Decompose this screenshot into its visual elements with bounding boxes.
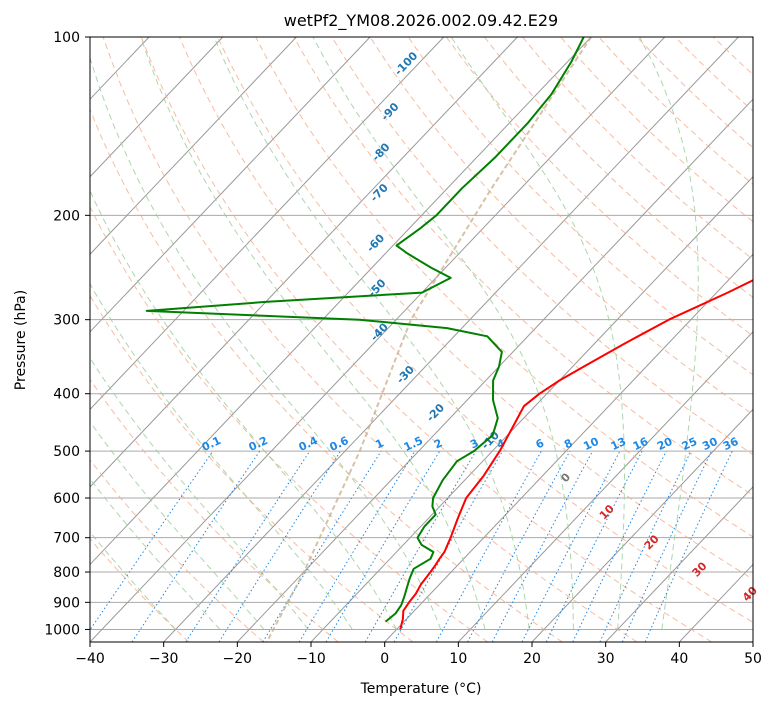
- isotherm-line: [457, 331, 753, 642]
- y-tick-label: 100: [53, 30, 80, 46]
- moist-adiabat: [90, 357, 309, 630]
- isotherm-line: [90, 37, 224, 178]
- dry-adiabat: [90, 459, 264, 642]
- moist-adiabat: [213, 37, 530, 630]
- isotherm-line: [90, 37, 371, 333]
- y-tick-label: 200: [53, 208, 80, 224]
- dry-adiabat: [90, 537, 190, 642]
- mixing-ratio-line: [218, 450, 341, 642]
- moist-adiabat: [90, 55, 442, 630]
- mixing-ratio-label: 30: [700, 435, 720, 453]
- isotherm-line: [90, 37, 518, 488]
- profile-lines: [145, 37, 753, 630]
- mixing-ratio-line: [131, 450, 261, 642]
- mixing-ratio-label: 10: [581, 435, 601, 453]
- dry-adiabat: [369, 37, 753, 415]
- moist-adiabat: [140, 37, 486, 630]
- x-tick-label: 40: [670, 651, 688, 667]
- moist-adiabat: [90, 420, 265, 630]
- x-axis-label: Temperature (°C): [360, 681, 482, 697]
- mixing-ratio-line: [644, 450, 733, 642]
- dry-adiabat: [140, 37, 712, 642]
- plot-area: [90, 37, 753, 642]
- x-tick-label: −20: [223, 651, 253, 667]
- moist-adiabat: [450, 37, 625, 630]
- dry-adiabat: [102, 37, 638, 642]
- isotherm-line: [605, 486, 753, 642]
- isotherm-line: [0, 37, 2, 642]
- x-tick-label: −30: [149, 651, 179, 667]
- isotherm-line: [752, 641, 753, 642]
- dry-adiabat: [178, 37, 753, 623]
- mixing-ratio-line: [467, 450, 571, 642]
- y-tick-label: 800: [53, 565, 80, 581]
- mixing-ratio-label: 16: [631, 435, 651, 453]
- x-tick-label: 10: [449, 651, 467, 667]
- x-tick-label: 50: [744, 651, 762, 667]
- mixing-ratio-line: [545, 450, 643, 642]
- moist-adiabat: [639, 37, 699, 630]
- x-tick-label: −40: [75, 651, 105, 667]
- x-tick-label: −10: [296, 651, 326, 667]
- y-tick-label: 700: [53, 531, 80, 547]
- y-tick-label: 600: [53, 491, 80, 507]
- isotherm-line: [90, 37, 445, 411]
- mixing-ratio-line: [435, 450, 542, 642]
- y-tick-label: 900: [53, 595, 80, 611]
- axes: −40 −30 −20 −10 0 10 20 30 40 50 100 200 300 400 500 60…: [44, 30, 762, 667]
- isotherm-line: [90, 37, 666, 642]
- mixing-ratio-label: 13: [609, 435, 628, 453]
- moist-adiabat: [90, 282, 353, 630]
- y-tick-label: 400: [53, 387, 80, 403]
- isotherm-line: [384, 253, 753, 642]
- dry-adiabat: [751, 37, 753, 40]
- dry-adiabat: [331, 37, 753, 456]
- mixing-ratio-line: [262, 450, 382, 642]
- dry-adiabat: [407, 37, 753, 376]
- dry-adiabat: [255, 37, 753, 538]
- moist-adiabat: [90, 189, 398, 630]
- mixing-ratio-label: 36: [721, 435, 741, 453]
- temperature-line: [399, 279, 753, 630]
- mixing-ratio-line: [90, 450, 214, 631]
- y-tick-label: 300: [53, 313, 80, 329]
- isotherm-line: [90, 37, 297, 256]
- dry-adiabat: [293, 37, 753, 496]
- mixing-ratio-label: 20: [655, 435, 675, 453]
- mixing-ratio-line: [572, 450, 667, 642]
- isotherm-line: [163, 37, 739, 642]
- isotherm-line: [531, 408, 753, 642]
- x-tick-label: 0: [380, 651, 389, 667]
- mixing-ratio-line: [393, 450, 503, 642]
- dry-adiabat: [90, 108, 563, 642]
- dewpoint-line: [145, 37, 585, 623]
- isotherm-line: [90, 37, 592, 566]
- y-tick-label: 1000: [44, 622, 80, 638]
- y-tick-label: 500: [53, 444, 80, 460]
- mixing-ratio-line: [185, 450, 311, 642]
- y-axis-label: Pressure (hPa): [13, 290, 29, 390]
- isotherm-line: [0, 37, 75, 642]
- plot-frame: [89, 36, 754, 643]
- background-lines: [0, 37, 753, 642]
- dry-adiabat: [217, 37, 753, 580]
- x-tick-label: 20: [523, 651, 541, 667]
- mixing-ratio-label: 25: [680, 435, 699, 453]
- dry-adiabat: [90, 205, 488, 642]
- mixing-ratio-line: [298, 450, 416, 642]
- x-tick-label: 30: [597, 651, 615, 667]
- isotherm-line: [236, 98, 753, 642]
- chart-title: wetPf2_YM08.2026.002.09.42.E29: [284, 11, 558, 31]
- dry-adiabat: [90, 294, 414, 642]
